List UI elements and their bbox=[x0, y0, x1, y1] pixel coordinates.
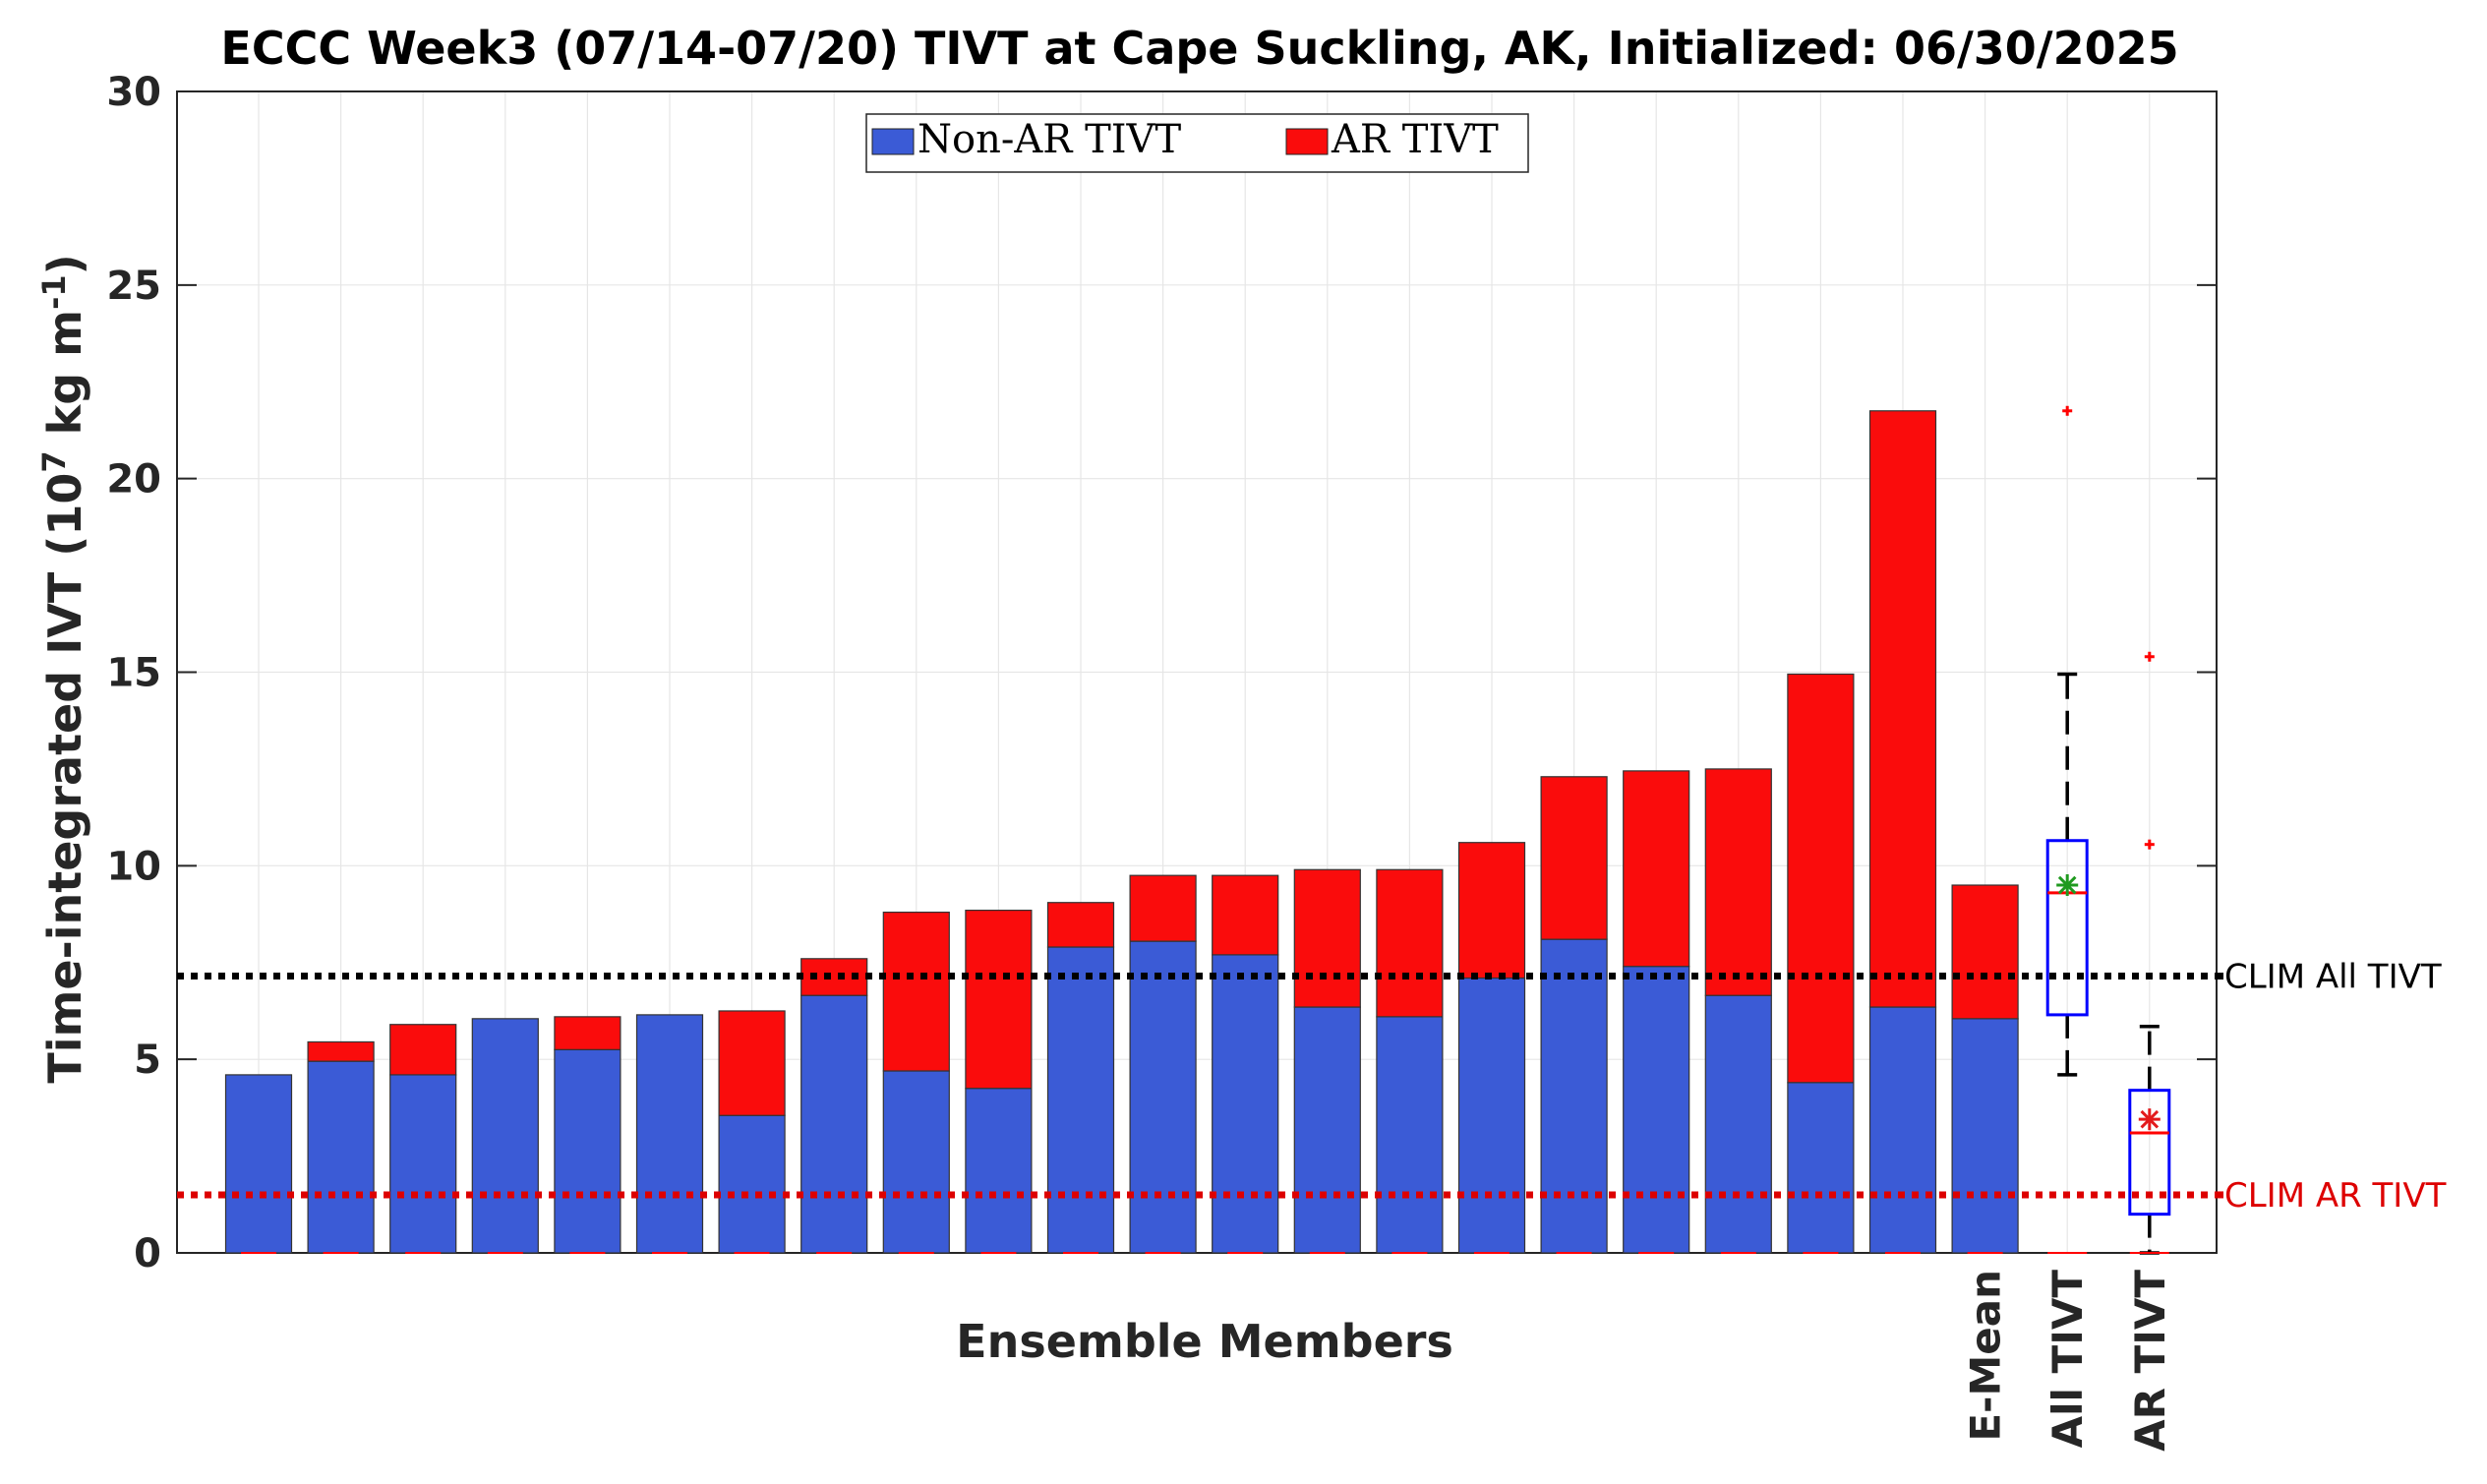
reference-lines-group: CLIM All TIVT CLIM AR TIVT bbox=[177, 958, 2447, 1216]
bar-non-ar bbox=[800, 994, 868, 1254]
bar-ar bbox=[1540, 776, 1608, 940]
bar-non-ar bbox=[307, 1060, 375, 1254]
bar-ar bbox=[389, 1024, 457, 1076]
bar-non-ar bbox=[1540, 938, 1608, 1254]
chart-title: ECCC Week3 (07/14-07/20) TIVT at Cape Su… bbox=[220, 22, 2178, 75]
bar-non-ar bbox=[1868, 1006, 1937, 1254]
x-category-label: All TIVT bbox=[2043, 1270, 2092, 1449]
y-tick-label: 30 bbox=[106, 70, 161, 115]
bar-ar bbox=[1787, 673, 1855, 1084]
bar-ar bbox=[1376, 868, 1444, 1018]
bar-ar bbox=[1868, 410, 1937, 1008]
legend-label-non-ar: Non-AR TIVT bbox=[918, 117, 1181, 162]
y-tick-label: 25 bbox=[106, 264, 161, 309]
reference-line-label: CLIM All TIVT bbox=[2224, 958, 2442, 997]
bar-non-ar bbox=[1212, 954, 1279, 1254]
y-tick-label: 0 bbox=[134, 1231, 161, 1276]
y-tick-label: 5 bbox=[134, 1038, 161, 1083]
bar-non-ar bbox=[224, 1074, 293, 1254]
legend-swatch-ar bbox=[1285, 128, 1329, 155]
legend-label-ar: AR TIVT bbox=[1331, 117, 1499, 162]
y-axis-label-exp-inner: -1 bbox=[35, 274, 73, 310]
x-axis-label: Ensemble Members bbox=[956, 1315, 1453, 1368]
bar-non-ar bbox=[1293, 1006, 1361, 1254]
bar-non-ar bbox=[882, 1070, 950, 1254]
y-axis-label-part1: Time-integrated IVT (10 bbox=[38, 473, 91, 1084]
x-category-labels: E-Mean All TIVT AR TIVT bbox=[1962, 1270, 2174, 1452]
box-iqr bbox=[2128, 1089, 2171, 1217]
bar-ar bbox=[1951, 884, 2019, 1020]
bar-non-ar bbox=[718, 1114, 786, 1254]
bar-non-ar bbox=[389, 1074, 457, 1254]
bar-ar bbox=[965, 910, 1033, 1090]
box-mean-marker bbox=[2140, 1109, 2160, 1129]
bar-ar bbox=[554, 1016, 622, 1050]
y-tick-label: 10 bbox=[106, 844, 161, 889]
box-iqr bbox=[2045, 839, 2089, 1017]
bar-ar bbox=[1704, 768, 1772, 996]
box-mean-marker bbox=[2057, 875, 2077, 895]
y-tick-label: 20 bbox=[106, 457, 161, 503]
bar-ar bbox=[1129, 874, 1197, 942]
legend: Non-AR TIVT AR TIVT bbox=[865, 113, 1529, 173]
bar-ar bbox=[882, 911, 950, 1072]
bar-ar bbox=[307, 1040, 375, 1062]
bar-non-ar bbox=[554, 1048, 622, 1254]
bar-ar bbox=[1293, 868, 1361, 1008]
bar-ar bbox=[1623, 770, 1690, 968]
bar-non-ar bbox=[1129, 940, 1197, 1254]
bar-non-ar bbox=[635, 1014, 704, 1254]
bar-non-ar bbox=[1457, 977, 1526, 1254]
bar-non-ar bbox=[1623, 966, 1690, 1254]
bar-non-ar bbox=[1046, 946, 1115, 1254]
y-axis-label: Time-integrated IVT (107 kg m-1) bbox=[35, 254, 91, 1083]
legend-box bbox=[865, 113, 1529, 173]
bar-non-ar bbox=[1951, 1018, 2019, 1254]
bar-ar bbox=[1212, 874, 1279, 956]
reference-line-label: CLIM AR TIVT bbox=[2224, 1176, 2447, 1216]
bar-non-ar bbox=[471, 1018, 539, 1254]
boxplots-group bbox=[2045, 405, 2171, 1255]
y-axis-label-part3: ) bbox=[38, 254, 91, 274]
bar-non-ar bbox=[1787, 1082, 1855, 1254]
bar-ar bbox=[1457, 842, 1526, 979]
legend-swatch-non-ar bbox=[871, 128, 915, 155]
y-axis-label-part2: kg m bbox=[38, 310, 91, 450]
bars-group bbox=[224, 410, 2019, 1254]
y-axis: 0 5 10 15 20 25 30 bbox=[106, 70, 2217, 1276]
bar-ar bbox=[718, 1010, 786, 1116]
bar-non-ar bbox=[1376, 1016, 1444, 1254]
y-tick-label: 15 bbox=[106, 651, 161, 696]
x-category-label: E-Mean bbox=[1962, 1270, 2010, 1442]
bar-non-ar bbox=[1704, 994, 1772, 1254]
bar-ar bbox=[1046, 902, 1115, 948]
x-category-label: AR TIVT bbox=[2126, 1270, 2174, 1452]
bar-non-ar bbox=[965, 1088, 1033, 1254]
y-axis-label-exp-outer: 7 bbox=[35, 450, 73, 472]
